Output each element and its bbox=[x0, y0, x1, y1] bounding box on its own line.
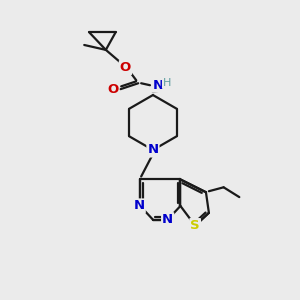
Text: N: N bbox=[162, 213, 173, 226]
Text: O: O bbox=[120, 61, 131, 74]
Text: N: N bbox=[152, 79, 164, 92]
Text: N: N bbox=[147, 143, 158, 157]
Text: S: S bbox=[190, 219, 200, 232]
Text: O: O bbox=[107, 82, 118, 96]
Text: H: H bbox=[163, 78, 171, 88]
Text: N: N bbox=[134, 200, 145, 212]
